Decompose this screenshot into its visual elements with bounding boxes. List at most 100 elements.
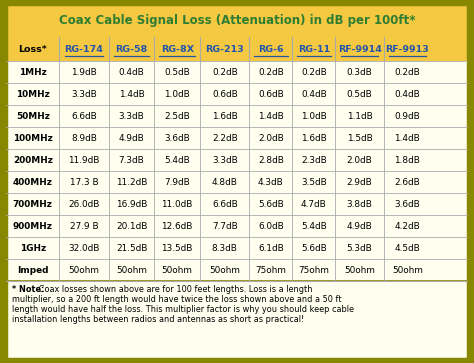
Text: 50MHz: 50MHz: [16, 112, 50, 121]
Text: 4.7dB: 4.7dB: [301, 200, 327, 209]
Text: 3.6dB: 3.6dB: [164, 134, 190, 143]
Text: 0.2dB: 0.2dB: [301, 68, 327, 77]
Bar: [6, 105, 468, 127]
Text: 0.2dB: 0.2dB: [394, 68, 420, 77]
Text: 11.2dB: 11.2dB: [116, 178, 147, 187]
Text: 75ohm: 75ohm: [298, 266, 329, 275]
Bar: [6, 61, 468, 83]
Text: 5.6dB: 5.6dB: [301, 244, 327, 253]
Text: 4.2dB: 4.2dB: [394, 222, 420, 231]
Text: 26.0dB: 26.0dB: [68, 200, 100, 209]
Text: 0.2dB: 0.2dB: [212, 68, 237, 77]
Text: 1.4dB: 1.4dB: [118, 90, 145, 99]
Text: 4.9dB: 4.9dB: [118, 134, 145, 143]
Text: 2.2dB: 2.2dB: [212, 134, 237, 143]
Text: 400MHz: 400MHz: [13, 178, 53, 187]
Text: 13.5dB: 13.5dB: [162, 244, 193, 253]
Text: 8.3dB: 8.3dB: [212, 244, 237, 253]
Text: 50ohm: 50ohm: [68, 266, 100, 275]
Bar: [6, 127, 468, 149]
Text: 5.6dB: 5.6dB: [258, 200, 284, 209]
Text: 700MHz: 700MHz: [13, 200, 53, 209]
Text: 27.9 B: 27.9 B: [70, 222, 98, 231]
Text: 2.8dB: 2.8dB: [258, 156, 284, 165]
Text: 11.0dB: 11.0dB: [162, 200, 193, 209]
Text: RG-6: RG-6: [258, 45, 284, 54]
Text: RG-11: RG-11: [298, 45, 330, 54]
Text: 7.9dB: 7.9dB: [164, 178, 190, 187]
Bar: [6, 215, 468, 237]
Text: 6.0dB: 6.0dB: [258, 222, 284, 231]
Text: 50ohm: 50ohm: [162, 266, 193, 275]
Text: 5.3dB: 5.3dB: [346, 244, 373, 253]
Text: RF-9913: RF-9913: [385, 45, 429, 54]
Text: 2.0dB: 2.0dB: [346, 156, 373, 165]
Text: 0.6dB: 0.6dB: [212, 90, 237, 99]
Bar: [6, 259, 468, 281]
Bar: [6, 149, 468, 171]
Text: 10MHz: 10MHz: [16, 90, 50, 99]
Text: 0.4dB: 0.4dB: [118, 68, 145, 77]
Text: Coax Cable Signal Loss (Attenuation) in dB per 100ft*: Coax Cable Signal Loss (Attenuation) in …: [59, 14, 415, 27]
Text: 6.1dB: 6.1dB: [258, 244, 284, 253]
Bar: [6, 4, 468, 281]
Text: * Note:: * Note:: [12, 285, 44, 294]
Text: 4.3dB: 4.3dB: [258, 178, 284, 187]
Text: 0.3dB: 0.3dB: [346, 68, 373, 77]
Bar: [6, 237, 468, 259]
Text: 0.6dB: 0.6dB: [258, 90, 284, 99]
Text: multiplier, so a 200 ft length would have twice the loss shown above and a 50 ft: multiplier, so a 200 ft length would hav…: [12, 295, 341, 304]
Text: RG-174: RG-174: [64, 45, 103, 54]
Text: 3.3dB: 3.3dB: [118, 112, 145, 121]
Text: 20.1dB: 20.1dB: [116, 222, 147, 231]
Text: Loss*: Loss*: [18, 45, 47, 54]
Text: 21.5dB: 21.5dB: [116, 244, 147, 253]
Text: 0.2dB: 0.2dB: [258, 68, 284, 77]
Text: 2.6dB: 2.6dB: [394, 178, 420, 187]
Bar: [6, 4, 468, 37]
Text: RG-213: RG-213: [205, 45, 244, 54]
Text: 2.0dB: 2.0dB: [258, 134, 284, 143]
Bar: [6, 171, 468, 193]
Text: 6.6dB: 6.6dB: [212, 200, 237, 209]
Text: 0.9dB: 0.9dB: [394, 112, 420, 121]
Text: 1.4dB: 1.4dB: [394, 134, 420, 143]
Text: 11.9dB: 11.9dB: [68, 156, 100, 165]
Text: 5.4dB: 5.4dB: [301, 222, 327, 231]
Bar: [6, 193, 468, 215]
Text: 0.5dB: 0.5dB: [164, 68, 190, 77]
Text: installation lengths between radios and antennas as short as practical!: installation lengths between radios and …: [12, 315, 304, 324]
Text: 3.5dB: 3.5dB: [301, 178, 327, 187]
Text: 16.9dB: 16.9dB: [116, 200, 147, 209]
Text: RG-58: RG-58: [115, 45, 147, 54]
Text: 50ohm: 50ohm: [116, 266, 147, 275]
Text: 7.3dB: 7.3dB: [118, 156, 145, 165]
Text: 2.5dB: 2.5dB: [164, 112, 190, 121]
Text: 3.3dB: 3.3dB: [212, 156, 237, 165]
Text: 1.6dB: 1.6dB: [212, 112, 237, 121]
Bar: [6, 37, 468, 61]
Text: 3.6dB: 3.6dB: [394, 200, 420, 209]
Text: 3.8dB: 3.8dB: [346, 200, 373, 209]
Text: 1.0dB: 1.0dB: [301, 112, 327, 121]
Text: 4.5dB: 4.5dB: [394, 244, 420, 253]
Text: 32.0dB: 32.0dB: [68, 244, 100, 253]
Text: 2.3dB: 2.3dB: [301, 156, 327, 165]
Text: 50ohm: 50ohm: [344, 266, 375, 275]
Text: 17.3 B: 17.3 B: [70, 178, 98, 187]
Text: 1.5dB: 1.5dB: [346, 134, 373, 143]
Text: RF-9914: RF-9914: [337, 45, 382, 54]
Text: 1MHz: 1MHz: [19, 68, 46, 77]
Text: 4.9dB: 4.9dB: [346, 222, 373, 231]
Bar: [6, 83, 468, 105]
Text: 75ohm: 75ohm: [255, 266, 286, 275]
Text: 1GHz: 1GHz: [19, 244, 46, 253]
Text: 6.6dB: 6.6dB: [71, 112, 97, 121]
Text: 1.6dB: 1.6dB: [301, 134, 327, 143]
Text: 1.1dB: 1.1dB: [346, 112, 373, 121]
Text: 4.8dB: 4.8dB: [212, 178, 237, 187]
Text: 7.7dB: 7.7dB: [212, 222, 237, 231]
Text: 50ohm: 50ohm: [209, 266, 240, 275]
Text: 12.6dB: 12.6dB: [162, 222, 193, 231]
Text: 2.9dB: 2.9dB: [346, 178, 373, 187]
